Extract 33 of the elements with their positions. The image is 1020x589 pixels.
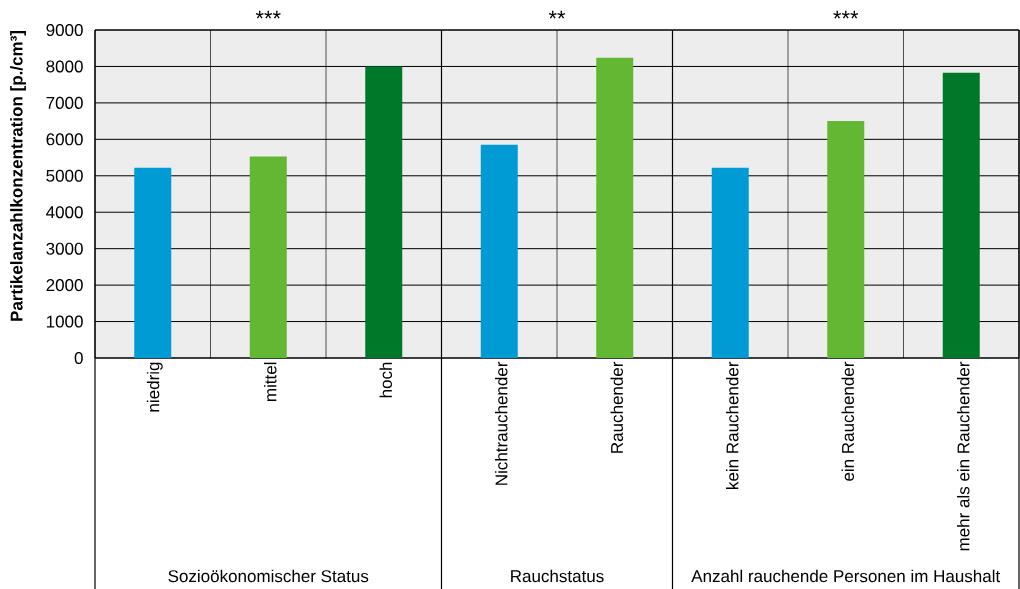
text: Sozioökonomischer Status (168, 569, 369, 583)
x-tick-label: kein Rauchender (726, 361, 739, 489)
y-tick-label: 9000 (46, 23, 83, 37)
y-tick-label: 0 (74, 351, 83, 365)
x-tick-label: Rauchender (610, 361, 623, 453)
x-tick-label: hoch (379, 362, 392, 398)
y-tick-label: 1000 (46, 315, 83, 328)
y-tick-label: 3000 (46, 242, 83, 255)
bar (365, 66, 403, 358)
y-tick-label: 7000 (46, 96, 83, 109)
text: *** (255, 10, 281, 19)
bar (827, 121, 865, 358)
x-tick-label: mittel (264, 362, 277, 402)
y-tick-label: 4000 (46, 206, 83, 219)
y-tick-label: 8000 (46, 60, 83, 73)
bar (711, 167, 749, 358)
bar (134, 167, 172, 358)
x-tick-label: ein Rauchender (841, 361, 854, 481)
bar (480, 144, 518, 358)
bar (942, 72, 980, 358)
text: Rauchstatus (511, 569, 604, 583)
x-tick-label: Nichtrauchender (495, 361, 508, 485)
text: *** (833, 10, 859, 19)
y-tick-label: 6000 (46, 133, 83, 146)
text: ** (548, 10, 566, 19)
text: Anzahl rauchende Personen im Haushalt (691, 569, 1001, 583)
bar (596, 57, 634, 358)
y-tick-label: 2000 (46, 279, 83, 292)
y-axis-title: Partikelanzahlkonzentration [p./cm³] (10, 31, 26, 321)
x-tick-label: niedrig (146, 362, 163, 412)
y-tick-label: 5000 (46, 169, 83, 182)
x-tick-label: mehr als ein Rauchender (957, 361, 970, 551)
bar (249, 156, 287, 358)
